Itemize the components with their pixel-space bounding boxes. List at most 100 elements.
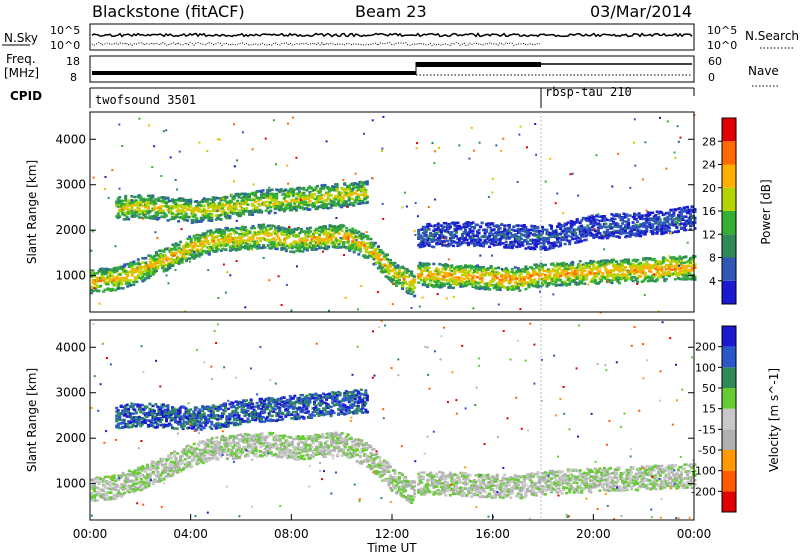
- data-pixel: [210, 219, 213, 222]
- data-pixel: [238, 209, 241, 212]
- data-pixel: [118, 196, 121, 199]
- data-pixel: [287, 207, 290, 210]
- data-pixel: [233, 237, 236, 240]
- data-pixel: [582, 235, 585, 238]
- data-pixel: [156, 211, 159, 214]
- data-pixel: [123, 263, 126, 266]
- data-pixel: [235, 249, 238, 252]
- data-pixel: [394, 269, 397, 272]
- data-pixel: [252, 239, 255, 242]
- data-pixel: [533, 278, 536, 281]
- data-pixel: [121, 200, 124, 203]
- data-pixel: [290, 207, 293, 210]
- data-pixel: [568, 242, 571, 245]
- data-pixel: [363, 187, 366, 190]
- data-pixel: [610, 280, 613, 283]
- data-pixel: [509, 281, 512, 284]
- data-pixel: [532, 229, 535, 232]
- data-pixel: [253, 227, 256, 230]
- data-pixel: [189, 200, 192, 203]
- plot-title: Blackstone (fitACF): [92, 2, 245, 21]
- data-pixel: [282, 234, 285, 237]
- data-pixel: [428, 244, 431, 247]
- data-pixel: [183, 216, 186, 219]
- data-pixel: [662, 261, 665, 264]
- data-pixel: [157, 197, 160, 200]
- data-pixel: [503, 274, 506, 277]
- data-pixel: [366, 201, 369, 204]
- data-pixel: [147, 264, 150, 267]
- data-pixel: [543, 228, 546, 231]
- data-pixel: [217, 248, 220, 251]
- data-pixel: [221, 248, 224, 251]
- data-pixel: [99, 280, 102, 283]
- data-pixel: [586, 225, 589, 228]
- data-pixel: [595, 219, 598, 222]
- data-pixel: [428, 263, 431, 266]
- data-pixel: [452, 287, 455, 290]
- data-pixel: [364, 190, 367, 193]
- data-pixel: [598, 267, 601, 270]
- data-pixel: [274, 239, 277, 242]
- data-pixel: [145, 199, 148, 202]
- data-pixel: [469, 231, 472, 234]
- data-pixel: [476, 276, 479, 279]
- data-pixel: [650, 271, 653, 274]
- data-pixel: [151, 196, 154, 199]
- data-pixel: [503, 229, 506, 232]
- data-pixel: [626, 235, 629, 238]
- data-pixel: [167, 258, 170, 261]
- data-pixel: [269, 210, 272, 213]
- data-pixel: [298, 190, 301, 193]
- data-pixel: [309, 227, 312, 230]
- data-pixel: [258, 233, 261, 236]
- data-pixel: [601, 272, 604, 275]
- data-pixel: [228, 215, 231, 218]
- data-pixel: [662, 276, 665, 279]
- data-pixel: [623, 268, 626, 271]
- data-pixel: [623, 213, 626, 216]
- data-pixel: [293, 188, 296, 191]
- data-pixel: [131, 264, 134, 267]
- data-pixel: [308, 208, 311, 211]
- data-pixel: [597, 228, 600, 231]
- data-pixel: [624, 230, 627, 233]
- data-pixel: [246, 234, 249, 237]
- data-pixel: [154, 207, 157, 210]
- data-pixel: [241, 236, 244, 239]
- data-pixel: [268, 239, 271, 242]
- data-pixel: [241, 208, 244, 211]
- data-pixel: [579, 277, 582, 280]
- data-pixel: [668, 272, 671, 275]
- data-pixel: [446, 279, 449, 282]
- data-pixel: [159, 205, 162, 208]
- data-pixel: [401, 284, 404, 287]
- data-pixel: [618, 269, 621, 272]
- data-pixel: [212, 240, 215, 243]
- data-pixel: [606, 229, 609, 232]
- data-pixel: [271, 189, 274, 192]
- data-pixel: [417, 273, 420, 276]
- data-pixel: [678, 278, 681, 281]
- data-pixel: [317, 245, 320, 248]
- data-pixel: [579, 264, 582, 267]
- n-sky-trace: [92, 34, 692, 37]
- data-pixel: [301, 250, 304, 253]
- data-pixel: [671, 268, 674, 271]
- data-pixel: [440, 271, 443, 274]
- data-pixel: [265, 209, 268, 212]
- data-pixel: [470, 267, 473, 270]
- data-pixel: [434, 273, 437, 276]
- data-pixel: [466, 284, 469, 287]
- data-pixel: [559, 279, 562, 282]
- data-pixel: [378, 262, 381, 265]
- data-pixel: [148, 210, 151, 213]
- data-pixel: [189, 205, 192, 208]
- data-pixel: [406, 283, 409, 286]
- data-pixel: [678, 255, 681, 258]
- data-pixel: [550, 225, 553, 228]
- data-pixel: [386, 254, 389, 257]
- data-pixel: [219, 197, 222, 200]
- data-pixel: [123, 207, 126, 210]
- data-pixel: [334, 198, 337, 201]
